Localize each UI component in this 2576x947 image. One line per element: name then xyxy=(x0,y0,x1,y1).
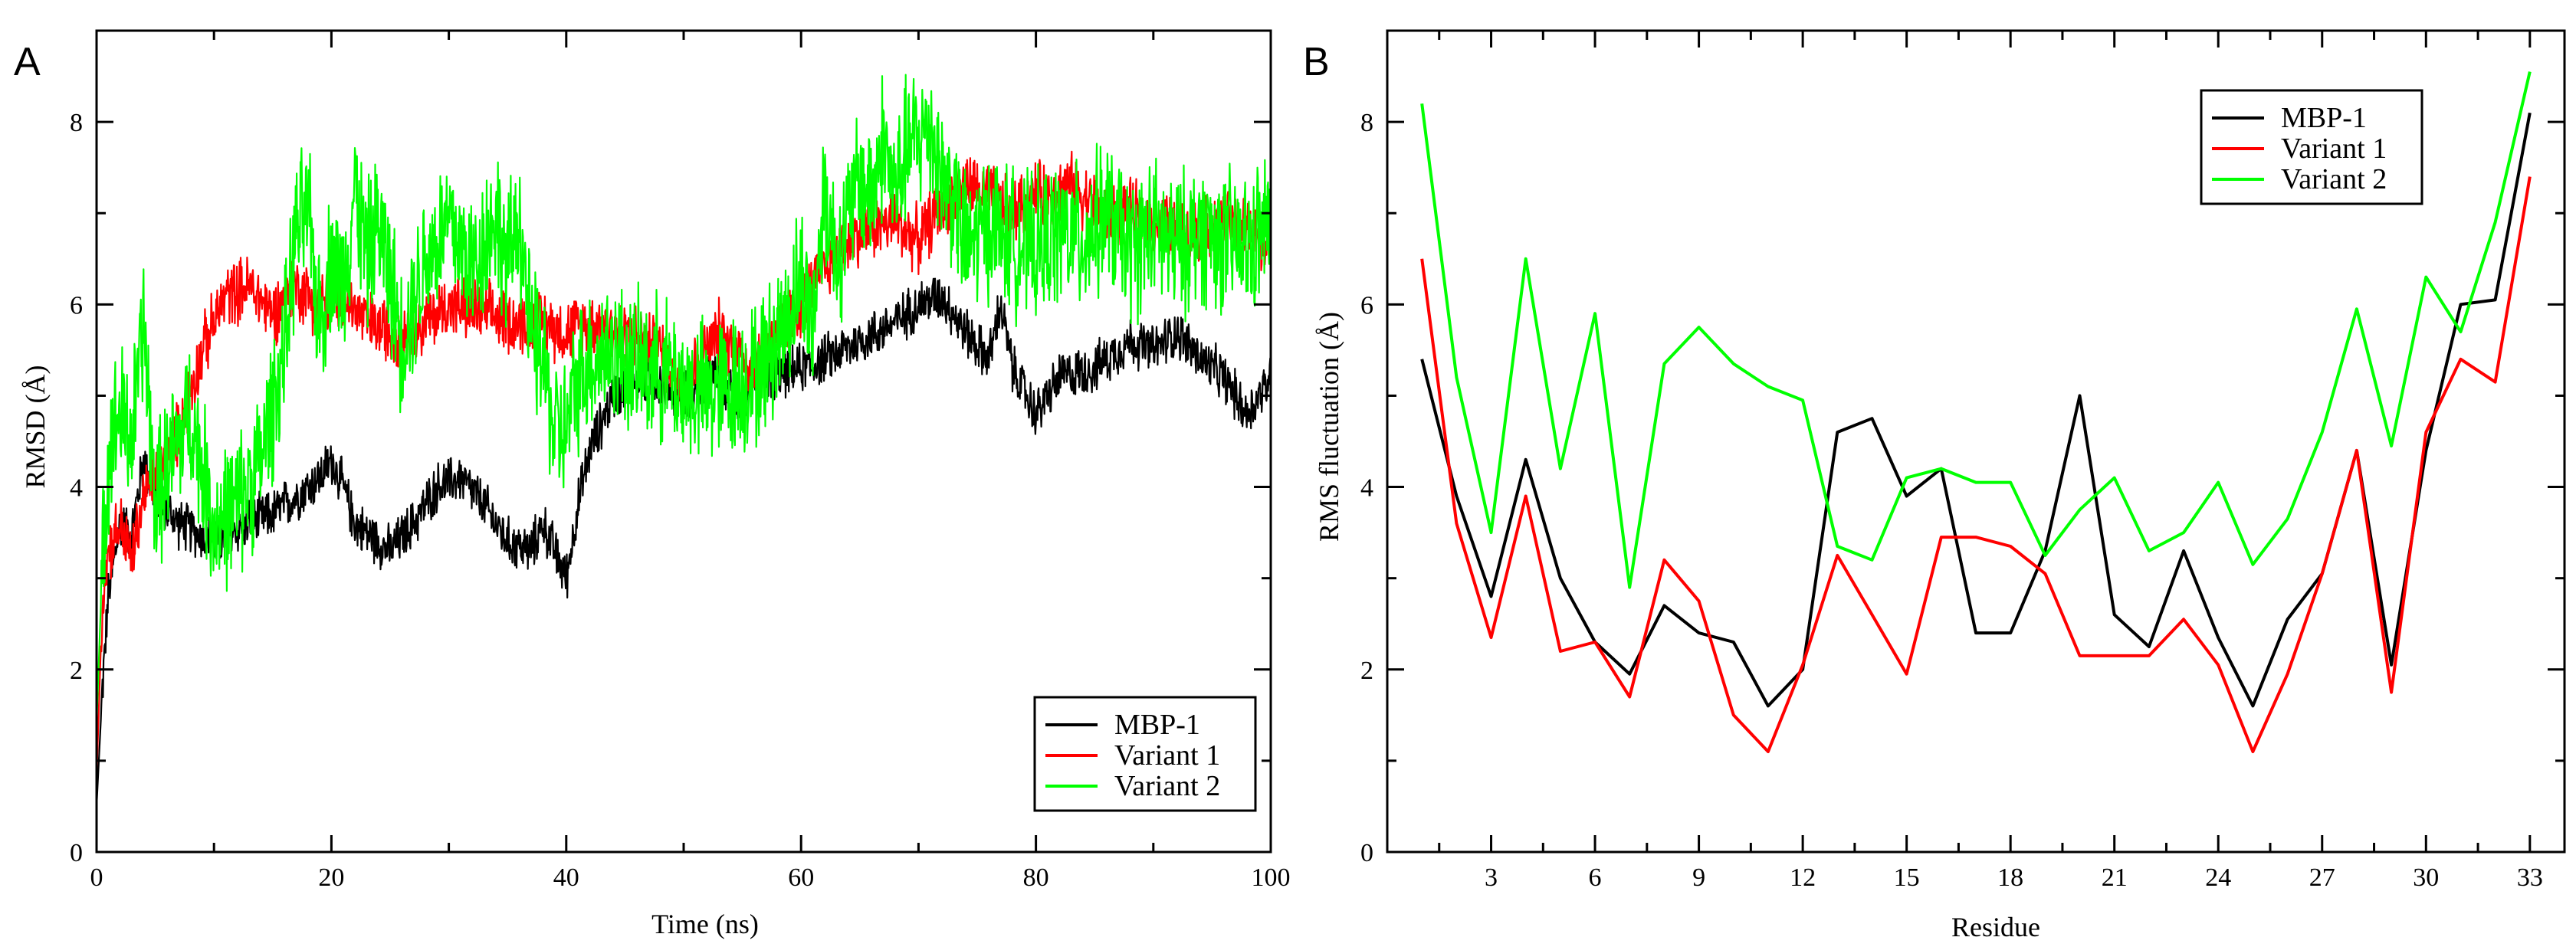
panel-a-x-tick-label: 80 xyxy=(1023,863,1049,892)
panel-b-x-tick-label: 12 xyxy=(1790,863,1816,892)
panel-b-y-tick-label: 8 xyxy=(1360,109,1373,137)
panel-a-plot-area: 0 20 40 60 80 100 0 2 4 6 8 xyxy=(70,29,1291,892)
panel-b-y-tick-label: 2 xyxy=(1360,657,1373,685)
panel-a-legend-label: Variant 2 xyxy=(1114,770,1220,802)
panel-b-x-tick-label: 15 xyxy=(1894,863,1920,892)
panel-b-x-tick-label: 18 xyxy=(1997,863,2023,892)
panel-b-legend-label: MBP-1 xyxy=(2281,102,2367,134)
panel-b-series-variant-2 xyxy=(1420,71,2532,589)
panel-a-x-tick-label: 40 xyxy=(553,863,579,892)
panel-b-x-tick-label: 6 xyxy=(1589,863,1602,892)
panel-b-x-tick-label: 3 xyxy=(1485,863,1498,892)
panel-b-legend-label: Variant 2 xyxy=(2281,163,2387,195)
panel-a-y-tick-label: 2 xyxy=(70,657,83,685)
panel-b-legend-label: Variant 1 xyxy=(2281,133,2387,165)
panel-a-y-axis-title: RMSD (Å) xyxy=(20,365,51,488)
panel-b-y-axis-title: RMS fluctuation (Å) xyxy=(1314,312,1344,542)
panel-b-y-tick-label: 0 xyxy=(1360,839,1373,867)
panel-a-y-tick-label: 4 xyxy=(70,474,83,503)
panel-a-x-tick-label: 60 xyxy=(788,863,814,892)
panel-b-y-tick-label: 6 xyxy=(1360,291,1373,319)
panel-a-x-tick-label: 100 xyxy=(1252,863,1291,892)
panel-b-x-axis-title: Residue xyxy=(1951,912,2040,942)
panel-a-y-tick-label: 6 xyxy=(70,291,83,319)
panel-b-x-tick-label: 27 xyxy=(2309,863,2335,892)
panel-b-series-variant-1 xyxy=(1420,176,2532,753)
panel-a-x-axis-title: Time (ns) xyxy=(651,909,759,939)
panel-b-x-tick-label: 33 xyxy=(2517,863,2543,892)
panel-b-x-tick-label: 21 xyxy=(2102,863,2128,892)
panel-b-y-tick-label: 4 xyxy=(1360,474,1373,503)
panel-b-letter: B xyxy=(1303,40,1330,84)
panel-a-legend-label: MBP-1 xyxy=(1114,709,1200,741)
panel-a-legend-label: Variant 1 xyxy=(1114,739,1220,772)
panel-a-x-tick-label: 20 xyxy=(318,863,344,892)
panel-a-series-variant-2 xyxy=(95,74,1272,725)
panel-b-x-tick-label: 24 xyxy=(2205,863,2231,892)
panel-a: A 0 20 40 60 80 100 0 2 4 6 8 Time (ns) RMSD (Å) M… xyxy=(14,29,1291,939)
panel-a-series-mbp-1 xyxy=(95,277,1272,807)
panel-b-axes-frame xyxy=(1386,29,2566,854)
panel-a-x-tick-label: 0 xyxy=(90,863,103,892)
panel-b-x-tick-label: 9 xyxy=(1692,863,1705,892)
panel-a-letter: A xyxy=(14,40,41,84)
panel-a-y-tick-label: 0 xyxy=(70,839,83,867)
panel-b-x-tick-label: 30 xyxy=(2413,863,2439,892)
panel-a-y-tick-label: 8 xyxy=(70,109,83,137)
